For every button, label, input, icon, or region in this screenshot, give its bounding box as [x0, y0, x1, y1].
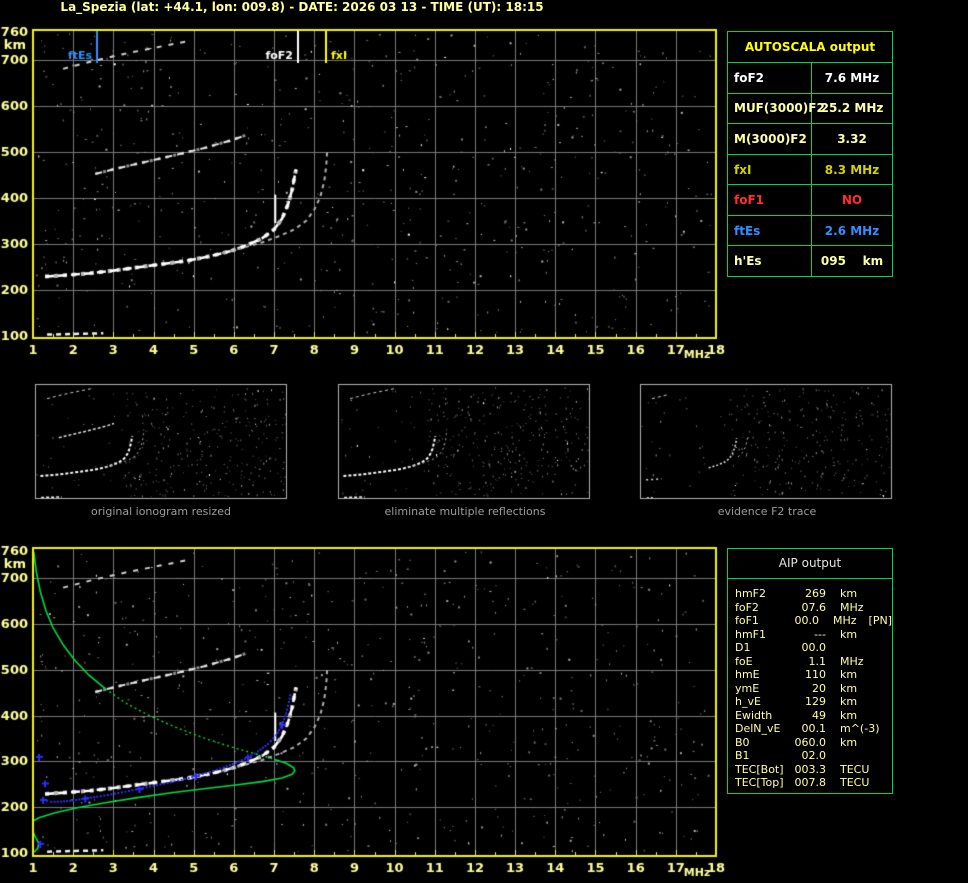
- parameter-value: 129: [805, 695, 826, 708]
- parameter-name: ftEs: [728, 215, 812, 246]
- parameter-name: foF1: [735, 614, 759, 627]
- parameter-name: foF2: [728, 63, 812, 93]
- aip-table-rows: hmF2 269 km foF2 07.6 MHz foF1 00.0 MHz [PN] hmF1 -…: [728, 579, 892, 790]
- parameter-name: TEC[Bot]: [735, 762, 784, 776]
- aip-row: TEC[Top] 007.8 TECU: [735, 776, 892, 790]
- parameter-name: M(3000)F2: [728, 124, 812, 154]
- parameter-value: 25.2 MHz: [820, 101, 884, 116]
- parameter-value: 007.8: [794, 776, 827, 789]
- autoscala-table-title: AUTOSCALA output: [744, 40, 876, 54]
- parameter-unit: m^(-3): [840, 722, 880, 735]
- thumbnail-caption: original ionogram resized: [91, 505, 231, 518]
- thumbnail-caption: eliminate multiple reflections: [384, 505, 546, 518]
- aip-table-title: AIP output: [728, 549, 892, 579]
- parameter-name: ymE: [735, 681, 760, 695]
- parameter-value: 3.32: [837, 131, 867, 146]
- aip-row: hmF1 --- km: [735, 628, 892, 642]
- parameter-value: 7.6 MHz: [824, 70, 880, 85]
- parameter-unit: MHz: [840, 654, 864, 668]
- parameter-unit: km: [840, 627, 858, 641]
- parameter-unit: km: [840, 735, 858, 749]
- parameter-value: 095 km: [820, 254, 884, 269]
- parameter-name: fxI: [728, 154, 812, 185]
- parameter-unit: km: [840, 668, 858, 681]
- parameter-name: h'Es: [728, 246, 812, 277]
- parameter-unit: TECU: [840, 762, 870, 776]
- aip-row: foF2 07.6 MHz: [735, 601, 892, 615]
- parameter-name: B1: [735, 749, 750, 762]
- autoscala-table-rows: foF2 7.6 MHz MUF(3000)F2 25.2 MHz M(3000)F2 3…: [728, 62, 892, 277]
- parameter-unit: TECU: [840, 776, 870, 789]
- aip-row: Ewidth 49 km: [735, 709, 892, 723]
- parameter-name: DelN_vE: [735, 722, 781, 735]
- aip-row: foF1 00.0 MHz [PN]: [735, 614, 892, 628]
- parameter-unit: MHz: [840, 600, 864, 614]
- parameter-unit: km: [840, 681, 858, 695]
- aip-row: ymE 20 km: [735, 682, 892, 696]
- parameter-value: 49: [812, 708, 826, 722]
- aip-row: TEC[Bot] 003.3 TECU: [735, 763, 892, 777]
- parameter-value: 00.0: [794, 614, 820, 627]
- parameter-value: 2.6 MHz: [824, 223, 880, 238]
- autoscala-row: MUF(3000)F2 25.2 MHz: [728, 92, 892, 124]
- aip-row: hmF2 269 km: [735, 587, 892, 601]
- parameter-unit: km: [840, 695, 858, 708]
- thumbnail-caption: evidence F2 trace: [717, 505, 817, 518]
- autoscala-row: h'Es 095 km: [728, 245, 892, 277]
- aip-row: h_vE 129 km: [735, 695, 892, 709]
- parameter-value: 02.0: [801, 749, 827, 762]
- aip-row: hmE 110 km: [735, 668, 892, 682]
- autoscala-row: fxI 8.3 MHz: [728, 153, 892, 185]
- parameter-value: 1.1: [808, 654, 827, 668]
- aip-output-table: AIP output hmF2 269 km foF2 07.6 MHz foF1 00.0 M…: [727, 548, 893, 794]
- parameter-unit: km: [840, 587, 858, 600]
- parameter-name: foE: [735, 654, 753, 668]
- parameter-name: TEC[Top]: [735, 776, 784, 789]
- parameter-name: hmE: [735, 668, 760, 681]
- parameter-value: 003.3: [794, 762, 827, 776]
- parameter-value: ---: [814, 627, 826, 641]
- parameter-value: NO: [841, 193, 863, 208]
- autoscala-output-table: AUTOSCALA output foF2 7.6 MHz MUF(3000)F2 2…: [727, 31, 893, 277]
- parameter-name: hmF2: [735, 587, 767, 600]
- aip-row: D1 00.0: [735, 641, 892, 655]
- parameter-value: 07.6: [801, 600, 827, 614]
- autoscala-row: M(3000)F2 3.32: [728, 123, 892, 154]
- parameter-name: h_vE: [735, 695, 761, 708]
- aip-row: foE 1.1 MHz: [735, 655, 892, 669]
- parameter-name: foF1: [728, 185, 812, 215]
- parameter-name: MUF(3000)F2: [728, 93, 825, 124]
- parameter-name: hmF1: [735, 627, 767, 641]
- parameter-value: 00.1: [801, 722, 827, 735]
- parameter-value: 269: [805, 587, 826, 600]
- autoscala-row: foF2 7.6 MHz: [728, 62, 892, 93]
- autoscala-row: ftEs 2.6 MHz: [728, 214, 892, 246]
- parameter-name: foF2: [735, 600, 759, 614]
- aip-row: B0 060.0 km: [735, 736, 892, 750]
- aip-row: B1 02.0: [735, 749, 892, 763]
- station-date-title: La_Spezia (lat: +44.1, lon: 009.8) - DAT…: [60, 0, 544, 14]
- parameter-value: 20: [812, 681, 826, 695]
- parameter-name: Ewidth: [735, 708, 773, 722]
- parameter-name: D1: [735, 641, 751, 654]
- parameter-value: 060.0: [794, 735, 827, 749]
- aip-row: DelN_vE 00.1 m^(-3): [735, 722, 892, 736]
- parameter-value: 8.3 MHz: [824, 162, 880, 177]
- parameter-unit: km: [840, 708, 858, 722]
- parameter-name: B0: [735, 735, 750, 749]
- autoscala-row: foF1 NO: [728, 184, 892, 215]
- parameter-flag: [PN]: [868, 614, 892, 627]
- parameter-unit: MHz: [833, 614, 857, 627]
- parameter-value: 00.0: [801, 641, 827, 654]
- parameter-value: 110: [805, 668, 826, 681]
